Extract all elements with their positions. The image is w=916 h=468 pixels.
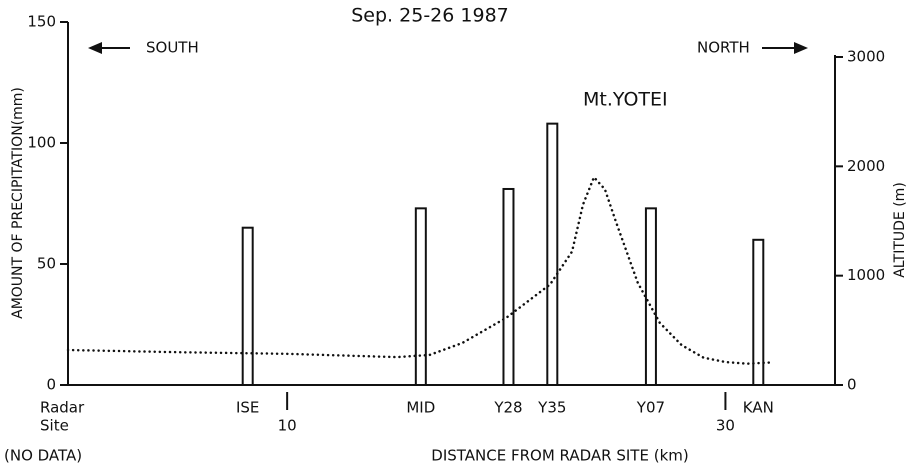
north-arrow-head: [794, 42, 808, 54]
annotation: NORTH: [697, 39, 750, 57]
annotation: Site: [40, 417, 69, 435]
station-label: Y07: [636, 399, 665, 417]
annotation: (NO DATA): [4, 447, 82, 465]
y-tick-label: 50: [37, 255, 56, 273]
annotation: SOUTH: [146, 39, 199, 57]
y-tick-label: 0: [46, 376, 56, 394]
y-axis-label: AMOUNT OF PRECIPITATION(mm): [10, 87, 26, 319]
annotation: Mt.YOTEI: [583, 89, 668, 111]
x-tick-label: 30: [716, 417, 735, 435]
y2-tick-label: 1000: [847, 266, 885, 284]
annotation: Radar: [40, 399, 85, 417]
y2-tick-label: 0: [847, 376, 857, 394]
y-tick-label: 100: [27, 134, 56, 152]
y2-tick-label: 3000: [847, 48, 885, 66]
station-label: Y28: [493, 399, 522, 417]
y2-axis-label: ALTITUDE (m): [892, 182, 908, 278]
bar: [752, 238, 765, 386]
axis-line: [67, 22, 836, 386]
bar: [502, 187, 515, 386]
chart-title: Sep. 25-26 1987: [351, 5, 509, 27]
bar: [644, 207, 657, 386]
station-label: MID: [406, 399, 435, 417]
station-label: Y35: [537, 399, 566, 417]
south-arrow-head: [88, 42, 102, 54]
x-tick-label: 10: [278, 417, 297, 435]
station-label: KAN: [743, 399, 774, 417]
y2-tick-label: 2000: [847, 157, 885, 175]
x-axis-label: DISTANCE FROM RADAR SITE (km): [431, 447, 688, 465]
station-label: ISE: [236, 399, 259, 417]
y-tick-label: 150: [27, 13, 56, 31]
bar: [241, 226, 254, 386]
bar: [546, 122, 559, 386]
bar: [414, 207, 427, 386]
